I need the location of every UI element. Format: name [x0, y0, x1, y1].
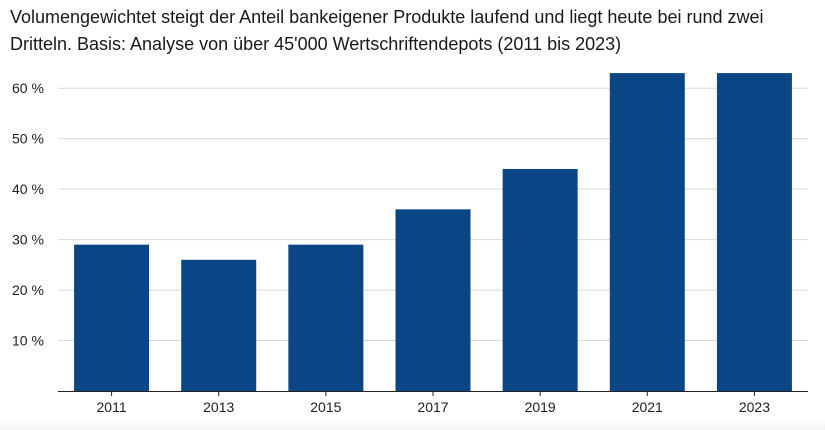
bars	[74, 73, 792, 391]
x-tick-label: 2017	[417, 399, 448, 415]
y-tick-label: 30 %	[12, 232, 44, 248]
bar-2023	[716, 73, 792, 391]
y-tick-label: 50 %	[12, 131, 44, 147]
x-tick-label: 2011	[97, 399, 127, 415]
bar-2017	[395, 209, 471, 391]
x-tick-label: 2015	[310, 399, 341, 415]
x-axis-tick-labels: 2011 2013 2015 2017 2019 2021 2023	[97, 391, 770, 415]
chart-title: Volumengewichtet steigt der Anteil banke…	[10, 7, 764, 54]
bar-2013	[181, 259, 257, 391]
bottom-fade	[0, 420, 825, 430]
x-tick-label: 2021	[632, 399, 663, 415]
bar-2015	[288, 244, 364, 391]
y-tick-label: 40 %	[12, 181, 44, 197]
bar-2021	[609, 73, 685, 391]
x-tick-label: 2023	[739, 399, 770, 415]
x-tick-label: 2013	[203, 399, 234, 415]
y-tick-label: 60 %	[12, 80, 44, 96]
bar-2011	[74, 244, 150, 391]
y-tick-label: 20 %	[12, 282, 44, 298]
bar-2019	[502, 168, 578, 391]
x-tick-label: 2019	[525, 399, 556, 415]
y-axis-tick-labels: 10 % 20 % 30 % 40 % 50 % 60 %	[12, 80, 44, 348]
y-tick-label: 10 %	[12, 333, 44, 349]
